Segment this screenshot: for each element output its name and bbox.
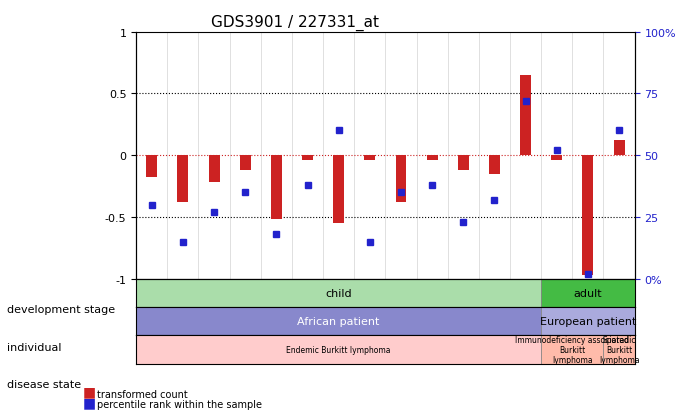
Bar	[395, 156, 406, 203]
Bar	[364, 156, 375, 161]
Bar	[489, 156, 500, 174]
FancyBboxPatch shape	[603, 335, 634, 364]
Text: ■: ■	[83, 395, 96, 409]
Text: transformed count: transformed count	[97, 389, 187, 399]
Text: development stage: development stage	[7, 305, 115, 315]
FancyBboxPatch shape	[541, 335, 603, 364]
Text: European patient: European patient	[540, 316, 636, 326]
Text: disease state: disease state	[7, 379, 81, 389]
Bar	[146, 156, 158, 178]
FancyBboxPatch shape	[541, 307, 634, 335]
FancyBboxPatch shape	[136, 279, 541, 307]
Bar	[583, 156, 594, 275]
Bar	[240, 156, 251, 171]
Bar	[520, 76, 531, 156]
Bar	[271, 156, 282, 220]
FancyBboxPatch shape	[136, 307, 541, 335]
Bar	[614, 141, 625, 156]
Text: GDS3901 / 227331_at: GDS3901 / 227331_at	[211, 15, 379, 31]
Text: Sporadic
Burkitt
lymphoma: Sporadic Burkitt lymphoma	[599, 335, 639, 364]
Bar	[209, 156, 220, 183]
Text: African patient: African patient	[298, 316, 380, 326]
Text: percentile rank within the sample: percentile rank within the sample	[97, 399, 262, 409]
Bar	[333, 156, 344, 223]
Bar	[302, 156, 313, 161]
Bar	[458, 156, 468, 171]
Text: adult: adult	[574, 288, 603, 298]
Text: Endemic Burkitt lymphoma: Endemic Burkitt lymphoma	[287, 345, 391, 354]
Text: Immunodeficiency associated
Burkitt
lymphoma: Immunodeficiency associated Burkitt lymp…	[515, 335, 630, 364]
Bar	[427, 156, 437, 161]
Text: individual: individual	[7, 342, 61, 352]
Bar	[551, 156, 562, 161]
FancyBboxPatch shape	[541, 279, 634, 307]
FancyBboxPatch shape	[136, 335, 541, 364]
Bar	[178, 156, 189, 203]
Text: child: child	[325, 288, 352, 298]
Text: ■: ■	[83, 385, 96, 399]
